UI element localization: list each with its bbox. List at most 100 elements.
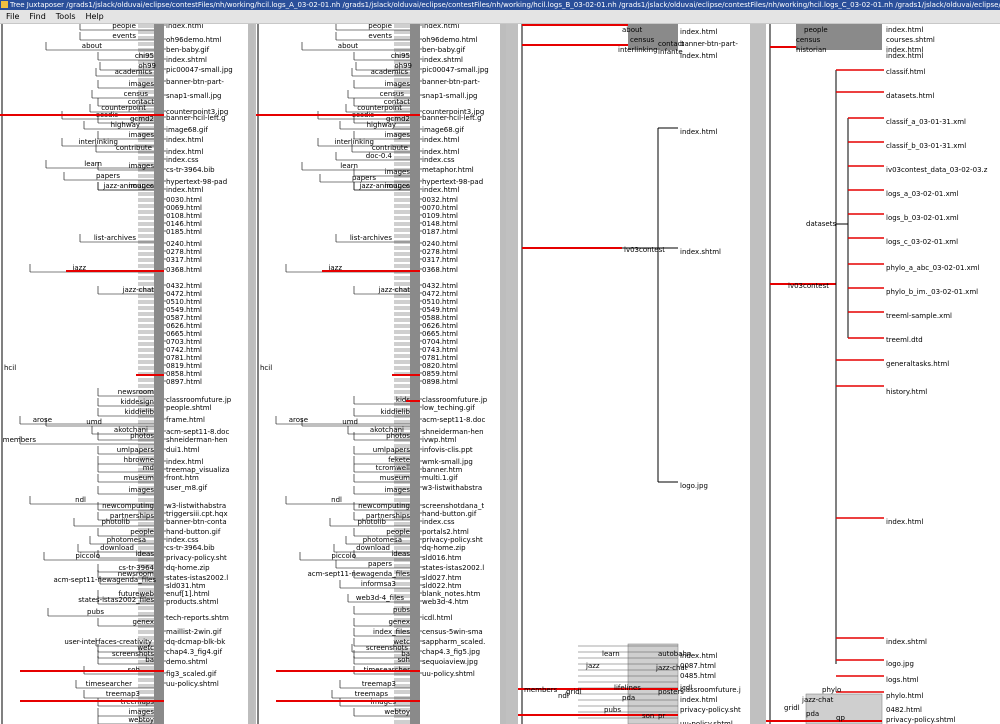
leaf-label: uu-policy.shtml — [422, 670, 475, 678]
leaf-label: 0510.html — [166, 298, 202, 306]
leaf-label: treemap_visualiza — [166, 466, 229, 474]
node-label: qp — [836, 714, 845, 722]
node-label: posters — [658, 688, 684, 696]
node-label: images — [385, 131, 411, 139]
leaf-label: 0781.html — [422, 354, 458, 362]
mini-node — [394, 582, 410, 586]
node-label: partnerships — [110, 512, 154, 520]
mini-node — [138, 252, 154, 256]
leaf-label: icdl.html — [422, 614, 452, 622]
collapsed-block — [805, 693, 883, 724]
mini-node — [138, 564, 154, 568]
tree-panel-a[interactable]: hcil people events about chi95 oh99 academics i… — [0, 24, 248, 724]
node-label: highway — [111, 121, 140, 129]
mini-node — [138, 282, 154, 286]
mini-node — [394, 366, 410, 370]
window-titlebar: Tree Juxtaposer /grads1/jslack/olduvai/e… — [0, 0, 1000, 10]
node-label: ideas — [135, 550, 154, 558]
leaf-label: 0665.html — [166, 330, 202, 338]
menu-file[interactable]: File — [6, 12, 20, 21]
leaf-label: sappharm_scaled. — [422, 638, 485, 646]
mini-node — [394, 300, 410, 304]
panel-divider[interactable] — [750, 24, 766, 724]
mini-node — [138, 426, 154, 430]
leaf-label: front.htm — [166, 474, 199, 482]
mini-node — [138, 510, 154, 514]
node-label: events — [112, 32, 136, 40]
tree-canvas-d[interactable]: people census historian datasets iv03contest… — [766, 24, 1000, 724]
mini-node — [138, 126, 154, 130]
node-label: partnerships — [366, 512, 410, 520]
leaf-label: acm-sept11-8.doc — [422, 416, 485, 424]
leaf-label: 0703.html — [166, 338, 202, 346]
node-label: pda — [622, 694, 635, 702]
node-label: list-archives — [94, 234, 137, 242]
node-label: oh99 — [138, 62, 156, 70]
leaf-label: phylo_b_im._03-02-01.xml — [886, 288, 978, 296]
menu-tools[interactable]: Tools — [55, 12, 76, 21]
leaf-label: index.shtml — [680, 248, 721, 256]
leaf-label: index.css — [422, 518, 455, 526]
tree-panel-b[interactable]: hcil people events about chi95 oh99 academics i… — [256, 24, 500, 724]
mini-node — [138, 474, 154, 478]
mini-node — [394, 138, 410, 142]
mini-node — [138, 468, 154, 472]
leaf-label: index.html — [886, 52, 923, 60]
leaf-label: logo.jpg — [680, 482, 708, 490]
mini-node — [138, 342, 154, 346]
leaf-label: 0897.html — [166, 378, 202, 386]
mini-node — [394, 162, 410, 166]
node-label: images — [129, 131, 155, 139]
panel-divider[interactable] — [254, 24, 256, 724]
node-label: museum — [380, 474, 411, 482]
mini-node — [394, 708, 410, 712]
node-label: webtoy — [384, 708, 410, 716]
scrollbar-a[interactable] — [248, 24, 254, 724]
leaf-label: 0510.html — [422, 298, 458, 306]
leaf-label: counterpoint3.jpg — [166, 108, 228, 116]
leaf-label: 0432.html — [422, 282, 458, 290]
leaf-label: 0743.html — [422, 346, 458, 354]
mini-node — [394, 234, 410, 238]
leaf-label: 0432.html — [166, 282, 202, 290]
mini-node — [138, 720, 154, 724]
node-label: contribute — [116, 144, 152, 152]
leaf-label: 0240.html — [166, 240, 202, 248]
leaf-label: screenshotdana_t — [422, 502, 484, 510]
leaf-label: icdl — [680, 684, 692, 692]
leaf-label: hand-button.gif — [422, 510, 477, 518]
diff-highlight — [276, 700, 420, 702]
leaf-label: 0317.html — [166, 256, 202, 264]
diff-highlight — [136, 374, 164, 376]
node-label: umd — [86, 418, 102, 426]
mini-node — [394, 126, 410, 130]
node-label: newsroom — [118, 570, 154, 578]
leaf-label: 0665.html — [422, 330, 458, 338]
mini-node — [138, 420, 154, 424]
leaf-label: shneiderman-hen — [166, 436, 228, 444]
leaf-label: user_m8.gif — [166, 484, 208, 492]
leaf-label: logs_b_03-02-01.xml — [886, 214, 959, 222]
leaf-label: 0819.html — [166, 362, 202, 370]
menu-find[interactable]: Find — [29, 12, 46, 21]
leaf-label: 0069.html — [166, 204, 202, 212]
mini-node — [394, 210, 410, 214]
node-label: treemaps — [355, 690, 389, 698]
node-label: kiddielib — [125, 408, 155, 416]
node-label: images — [129, 80, 155, 88]
menu-help[interactable]: Help — [85, 12, 104, 21]
mini-node — [138, 180, 154, 184]
leaf-label: 0109.html — [422, 212, 458, 220]
mini-node — [138, 606, 154, 610]
panel-divider[interactable] — [506, 24, 518, 724]
mini-node — [138, 228, 154, 232]
tree-panel-d[interactable]: people census historian datasets iv03contest… — [766, 24, 1000, 724]
leaf-label: blank_notes.htm — [422, 590, 480, 598]
tree-panel-c[interactable]: about census contact interlinking infante iv0… — [518, 24, 750, 724]
node-label: pubs — [87, 608, 104, 616]
node-label: learn — [340, 162, 358, 170]
scrollbar-b[interactable] — [500, 24, 506, 724]
